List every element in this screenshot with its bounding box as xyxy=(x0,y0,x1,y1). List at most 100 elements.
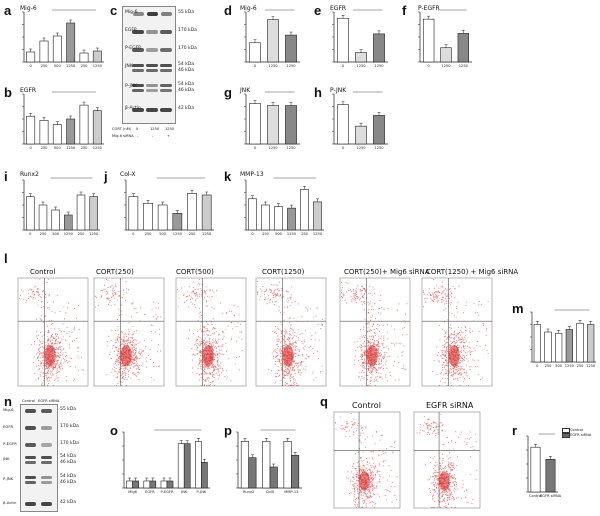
blot-n-kda-6: 46 kDa xyxy=(60,480,76,485)
category-tick-label: 1250 xyxy=(286,64,296,68)
blot-c-sirna-2: + xyxy=(167,134,171,138)
blot-n-label-2: P-EGFR xyxy=(3,441,17,446)
blot-band xyxy=(24,426,36,430)
blot-band xyxy=(160,48,172,52)
category-tick-label: 250 xyxy=(262,232,270,236)
blot-c-label-3: JNK xyxy=(125,64,133,69)
blot-band xyxy=(146,84,158,87)
bar xyxy=(313,201,322,231)
category-tick-label: 0 xyxy=(428,64,431,68)
bar xyxy=(52,35,62,63)
blot-band xyxy=(146,108,158,112)
bar xyxy=(261,204,270,231)
panel-label-n: n xyxy=(4,394,12,409)
bar xyxy=(66,22,76,63)
bar xyxy=(283,441,292,489)
category-tick-label: 0 xyxy=(251,232,254,236)
flow-plot xyxy=(93,277,165,387)
blot-n-label-1: EGFR xyxy=(3,424,14,429)
flow-plot xyxy=(333,411,401,509)
blot-n-kda-1: 170 kDa xyxy=(60,424,79,429)
category-tick-label: 250 xyxy=(81,146,89,150)
panel-label-l: l xyxy=(4,251,8,266)
blot-band xyxy=(40,443,52,447)
blot-band xyxy=(146,48,158,52)
category-tick-label: 1250 xyxy=(286,146,296,150)
category-tick-label: 500 xyxy=(555,364,563,368)
bar xyxy=(201,462,208,489)
bar xyxy=(587,324,595,363)
flow-l-title-3: CORT(1250) xyxy=(262,268,305,276)
bar xyxy=(355,125,367,145)
bar xyxy=(89,196,98,231)
blot-c-kda-1: 170 kDa xyxy=(178,28,197,33)
bar xyxy=(39,40,49,63)
bar xyxy=(92,50,102,63)
category-tick-label: 1250 xyxy=(66,146,76,150)
category-tick-label: 0 xyxy=(536,364,539,368)
blot-c-label-5: β-Actin xyxy=(125,106,141,111)
title-b: EGFR xyxy=(20,87,37,94)
bar xyxy=(422,18,435,63)
title-e: EGFR xyxy=(330,5,347,12)
bar xyxy=(143,480,151,489)
blot-band xyxy=(40,481,52,484)
category-tick-label: 0 xyxy=(254,146,257,150)
blot-c-label-4: P-JNK xyxy=(125,84,138,89)
blot-c-kda-2: 170 kDa xyxy=(178,46,197,51)
bar xyxy=(530,446,541,493)
bar xyxy=(177,443,185,489)
blot-n-kda-3: 54 kDa xyxy=(60,454,76,459)
category-tick-label: 1250 xyxy=(173,232,183,236)
blot-band xyxy=(146,89,158,92)
bar xyxy=(132,480,139,489)
blot-band xyxy=(24,456,36,459)
blot-band xyxy=(160,12,172,16)
category-tick-label: 250 xyxy=(40,232,48,236)
blot-n-header-1: EGFR siRNA xyxy=(38,399,60,403)
bar xyxy=(285,105,297,145)
bar xyxy=(544,331,552,363)
flow-q-title-1: EGFR siRNA xyxy=(426,401,474,410)
bar xyxy=(26,196,35,231)
blot-band xyxy=(24,476,36,479)
blot-band xyxy=(24,502,36,506)
bar xyxy=(262,441,271,489)
blot-band xyxy=(40,476,52,479)
panel-label-q: q xyxy=(320,394,328,409)
blot-n-label-3: JNK xyxy=(3,456,10,461)
blot-band xyxy=(40,502,52,506)
category-tick-label: 0 xyxy=(342,64,345,68)
category-tick-label: 0 xyxy=(132,232,135,236)
blot-band xyxy=(132,30,144,34)
blot-n-kda-7: 42 kDa xyxy=(60,500,76,505)
flow-plot xyxy=(413,411,481,509)
bar xyxy=(555,332,563,363)
blot-n-kda-4: 46 kDa xyxy=(60,460,76,465)
category-tick-label: 1250 xyxy=(287,232,297,236)
bar xyxy=(249,103,261,145)
flow-plot xyxy=(421,277,493,387)
blot-n-kda-2: 170 kDa xyxy=(60,441,79,446)
bar xyxy=(337,17,349,63)
bar xyxy=(440,47,452,63)
flow-plot xyxy=(17,277,89,387)
blot-band xyxy=(160,30,172,34)
legend-r-swatch-0 xyxy=(562,428,570,433)
blot-band xyxy=(146,69,158,72)
blot-c-sirna-label: Mig-6 siRNA xyxy=(112,134,134,138)
blot-band xyxy=(24,409,36,413)
category-tick-label: Runx2 xyxy=(243,490,254,494)
category-tick-label: 1250 xyxy=(356,146,366,150)
category-tick-label: 1250 xyxy=(268,146,278,150)
blot-c-label-2: P-EGFR xyxy=(125,46,142,51)
category-tick-label: 1250 xyxy=(202,232,212,236)
legend-r-label-0: Control xyxy=(570,427,583,432)
legend-r-swatch-1 xyxy=(562,433,570,438)
category-tick-label: P-JNK xyxy=(197,490,207,494)
panel-label-r: r xyxy=(512,423,518,438)
category-tick-label: 1250 xyxy=(374,146,384,150)
blot-band xyxy=(40,461,52,464)
flow-plot xyxy=(255,277,327,387)
